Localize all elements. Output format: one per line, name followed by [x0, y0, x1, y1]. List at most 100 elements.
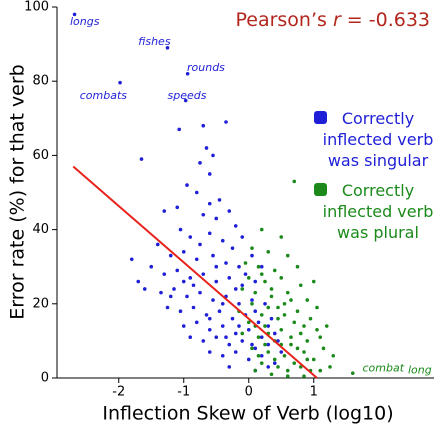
point [172, 287, 176, 291]
point [263, 279, 267, 284]
point [204, 146, 209, 150]
point-label: combat [363, 362, 405, 375]
point [185, 183, 189, 187]
point-label: fishes [138, 35, 171, 48]
y-tick-label: 40 [32, 222, 49, 237]
point [198, 242, 202, 247]
point [246, 357, 251, 362]
point [139, 157, 144, 161]
point [237, 324, 241, 328]
point [295, 309, 300, 314]
point [266, 350, 271, 354]
point [282, 313, 287, 317]
legend-label: Correctly inflected verb was plural [322, 181, 434, 242]
point [181, 250, 186, 254]
point [250, 342, 254, 347]
point [224, 120, 228, 124]
point-label: long [408, 364, 432, 377]
point [269, 294, 274, 299]
point [159, 290, 163, 295]
point [188, 276, 193, 280]
point [269, 372, 274, 377]
point [259, 272, 264, 276]
point [175, 268, 180, 273]
point [305, 339, 310, 343]
point [279, 276, 284, 280]
y-tick-label: 20 [32, 296, 49, 311]
point [207, 201, 212, 206]
point [302, 324, 306, 328]
point [214, 279, 219, 284]
point [292, 361, 297, 365]
point [250, 298, 254, 302]
point [185, 71, 190, 76]
point [136, 279, 141, 284]
point [246, 320, 251, 325]
point [211, 153, 215, 158]
point [289, 298, 293, 302]
point [318, 335, 323, 339]
point [266, 324, 271, 328]
point [266, 342, 271, 347]
point [253, 368, 258, 373]
point [302, 350, 306, 354]
point [211, 253, 215, 258]
point [155, 242, 160, 247]
point [194, 190, 199, 195]
point [285, 374, 290, 378]
point-label: speeds [168, 89, 207, 102]
correlation-annotation: Pearson’s r = -0.633 [235, 9, 430, 31]
point-label: longs [70, 15, 100, 28]
x-axis-label: Inflection Skew of Verb (log10) [102, 403, 393, 425]
point [308, 316, 313, 321]
point [214, 264, 219, 269]
point [285, 290, 290, 295]
point [259, 361, 264, 365]
point [214, 335, 219, 339]
point [259, 227, 264, 232]
point-label: combats [80, 89, 128, 102]
point [201, 212, 206, 217]
y-tick-label: 0 [41, 371, 49, 386]
point [246, 276, 251, 280]
point [250, 302, 254, 306]
point [289, 342, 293, 347]
x-tick-label: 1 [310, 385, 318, 400]
point [191, 283, 196, 288]
point [272, 268, 277, 273]
point [217, 198, 222, 202]
point [194, 320, 199, 325]
point [259, 313, 264, 317]
point [240, 331, 245, 336]
point [224, 335, 228, 339]
point [233, 331, 238, 336]
point [266, 305, 271, 310]
point [227, 276, 232, 280]
point [276, 305, 280, 310]
point [207, 316, 212, 321]
point [191, 305, 196, 310]
point [269, 287, 274, 291]
point [214, 216, 219, 221]
point [211, 298, 215, 302]
point [230, 316, 235, 321]
point [207, 350, 212, 354]
point [350, 371, 355, 375]
point [194, 257, 199, 262]
point [201, 123, 206, 128]
x-tick-label: 0 [245, 385, 253, 400]
point [295, 264, 300, 269]
point [259, 335, 264, 339]
point [253, 279, 258, 284]
point [259, 353, 264, 358]
annotation-part: Pearson’s [235, 9, 332, 31]
point [220, 302, 225, 306]
legend-label: Correctly inflected verb was singular [322, 109, 434, 170]
point [269, 316, 274, 321]
point [168, 294, 173, 299]
point [272, 361, 277, 365]
point [207, 172, 212, 176]
point [233, 224, 238, 228]
point [263, 342, 267, 347]
